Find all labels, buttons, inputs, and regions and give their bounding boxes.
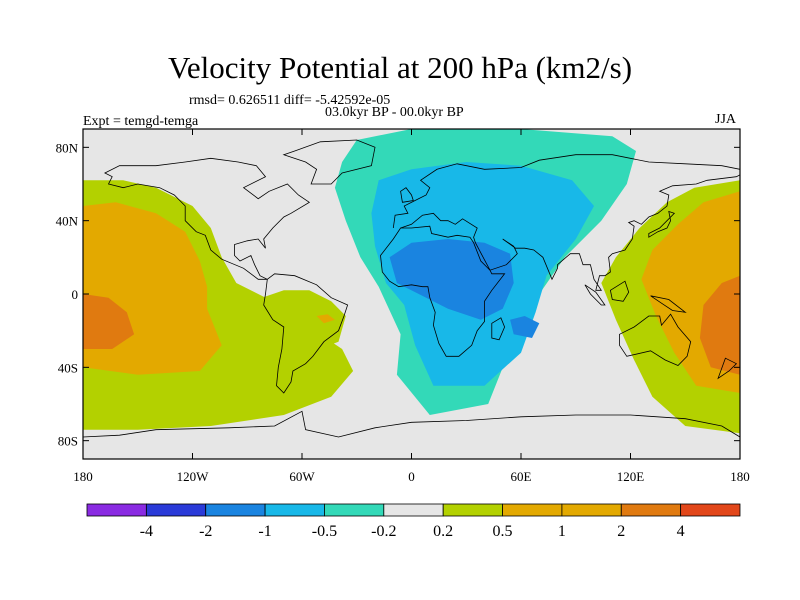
colorbar-swatch bbox=[561, 503, 622, 517]
colorbar-label: 4 bbox=[677, 523, 685, 540]
colorbar-swatch bbox=[264, 503, 325, 517]
field-region-africa-min bbox=[389, 239, 514, 320]
colorbar-label: -1 bbox=[258, 523, 271, 540]
colorbar-swatch bbox=[86, 503, 147, 517]
colorbar-label: 0.2 bbox=[433, 523, 453, 540]
colorbar-swatch bbox=[205, 503, 266, 517]
lon-tick-label: 120E bbox=[617, 469, 645, 484]
coastlines bbox=[83, 139, 740, 438]
coastline-uk bbox=[400, 187, 414, 203]
axis-ticks: 180 120W 60W 0 60E 120E 180 80N 40N 0 40S 80S bbox=[56, 129, 750, 484]
velocity-potential-field bbox=[83, 129, 740, 434]
coastline-eurasia bbox=[392, 154, 740, 229]
coastline-north-america bbox=[104, 157, 311, 280]
lon-tick-label: 0 bbox=[408, 469, 415, 484]
colorbar-swatch bbox=[383, 503, 444, 517]
coastline-madagascar bbox=[491, 317, 506, 341]
lat-tick-label: 40N bbox=[56, 214, 79, 229]
coastline-new-guinea bbox=[650, 295, 687, 313]
colorbar-label: -0.5 bbox=[312, 523, 337, 540]
colorbar-label: -4 bbox=[140, 523, 153, 540]
coastline-new-zealand bbox=[717, 357, 738, 380]
field-region-eastern-pacific-max bbox=[83, 294, 135, 349]
colorbar-label: 1 bbox=[558, 523, 566, 540]
colorbar: -4 -2 -1 -0.5 -0.2 0.2 0.5 1 2 4 bbox=[86, 503, 741, 540]
coastline-borneo bbox=[609, 280, 630, 302]
period-label: 03.0kyr BP - 00.0kyr BP bbox=[325, 105, 464, 120]
field-region-brazil-blob bbox=[316, 314, 335, 324]
colorbar-swatch bbox=[442, 503, 503, 517]
coastline-antarctica bbox=[83, 410, 740, 438]
colorbar-swatch bbox=[145, 503, 207, 517]
lon-tick-label: 120W bbox=[177, 469, 210, 484]
coastline-africa bbox=[380, 225, 506, 357]
colorbar-label: 0.5 bbox=[493, 523, 513, 540]
field-region-western-pacific-max bbox=[699, 275, 740, 375]
lon-tick-label: 60W bbox=[289, 469, 315, 484]
experiment-label: Expt = temgd-temga bbox=[83, 114, 199, 129]
colorbar-label: -0.2 bbox=[371, 523, 396, 540]
lon-tick-label: 180 bbox=[73, 469, 93, 484]
season-label: JJA bbox=[715, 112, 737, 127]
coastline-australia bbox=[619, 313, 692, 366]
coastline-south-america bbox=[263, 273, 349, 394]
lat-tick-label: 80S bbox=[58, 434, 78, 449]
coastline-sumatra bbox=[584, 284, 606, 306]
colorbar-swatch bbox=[620, 503, 682, 517]
colorbar-label: -2 bbox=[199, 523, 212, 540]
colorbar-swatch bbox=[680, 503, 741, 517]
field-region-indian-ocean-min bbox=[510, 316, 540, 338]
lat-tick-label: 80N bbox=[56, 140, 79, 155]
colorbar-label: 2 bbox=[617, 523, 625, 540]
coastline-japan bbox=[648, 210, 676, 238]
coastline-greenland bbox=[282, 139, 376, 185]
rmsd-diff-label: rmsd= 0.626511 diff= -5.42592e-05 bbox=[189, 93, 391, 108]
lon-tick-label: 60E bbox=[511, 469, 532, 484]
map-title: Velocity Potential at 200 hPa (km2/s) bbox=[167, 50, 633, 85]
lat-tick-label: 40S bbox=[58, 360, 78, 375]
colorbar-swatch bbox=[324, 503, 385, 517]
lon-tick-label: 180 bbox=[730, 469, 750, 484]
coastline-eurasia-south bbox=[400, 174, 740, 291]
lat-tick-label: 0 bbox=[72, 287, 79, 302]
colorbar-swatch bbox=[502, 503, 563, 517]
